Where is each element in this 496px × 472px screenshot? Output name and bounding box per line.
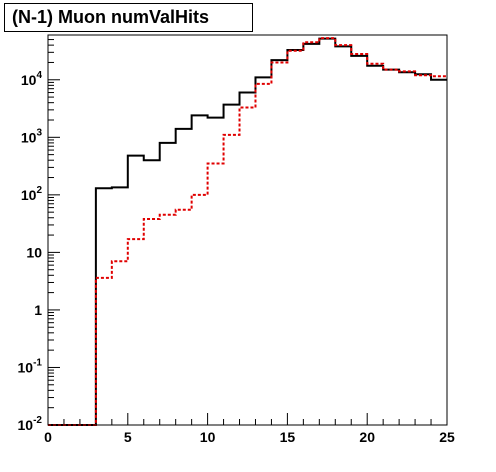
y-tick-label: 103 (21, 127, 43, 145)
x-axis-ticks (47, 413, 448, 425)
y-tick-label: 10 (26, 244, 42, 260)
y-axis-tick-labels: 10-2 10-1 1 10 102 103 104 (18, 70, 43, 433)
x-tick-label: 5 (124, 429, 132, 445)
series-layer (48, 37, 447, 426)
plot-frame (47, 34, 448, 426)
x-tick-label: 20 (359, 429, 375, 445)
x-tick-label: 25 (439, 429, 455, 445)
y-tick-label: 104 (21, 70, 43, 88)
chart-title: (N-1) Muon numValHits (4, 3, 253, 32)
y-tick-label: 10-2 (18, 415, 43, 433)
y-tick-label: 1 (34, 302, 42, 318)
x-tick-label: 0 (44, 429, 52, 445)
y-tick-label: 102 (21, 185, 43, 203)
y-tick-label: 10-1 (18, 357, 43, 375)
y-axis-ticks (48, 34, 60, 426)
histogram-series-2 (48, 37, 447, 426)
x-tick-label: 15 (280, 429, 296, 445)
histogram-series-1 (48, 37, 447, 426)
x-tick-label: 10 (200, 429, 216, 445)
x-axis-tick-labels: 0 5 10 15 20 25 (44, 429, 455, 445)
